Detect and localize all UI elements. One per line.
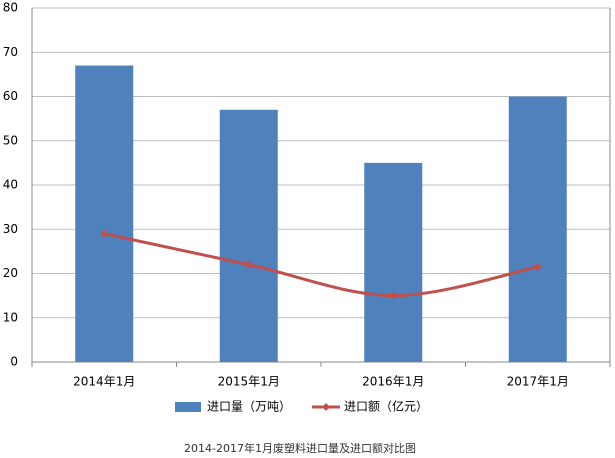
y-tick-label: 10 <box>3 310 18 324</box>
y-tick-label: 20 <box>3 266 18 280</box>
chart-title: 2014-2017年1月废塑料进口量及进口额对比图 <box>184 441 416 455</box>
legend-swatch <box>175 402 201 412</box>
y-tick-label: 70 <box>3 45 18 59</box>
bar <box>219 109 278 363</box>
line-marker <box>100 229 109 238</box>
legend-label: 进口量（万吨） <box>207 400 291 414</box>
line-marker <box>244 260 253 269</box>
y-tick-label: 50 <box>3 133 18 147</box>
bar <box>75 65 134 363</box>
y-tick-label: 80 <box>3 1 18 15</box>
y-tick-label: 40 <box>3 178 18 192</box>
legend-label: 进口额（亿元） <box>344 399 428 414</box>
x-tick-label: 2017年1月 <box>507 375 569 389</box>
y-tick-label: 0 <box>10 355 18 369</box>
bar <box>508 96 567 362</box>
line-marker <box>389 291 398 300</box>
x-tick-label: 2016年1月 <box>362 375 424 389</box>
x-tick-label: 2015年1月 <box>218 375 280 389</box>
y-tick-label: 60 <box>3 89 18 103</box>
line <box>103 232 539 298</box>
legend-marker <box>322 403 330 411</box>
bar <box>364 162 423 362</box>
y-tick-label: 30 <box>3 222 18 236</box>
x-tick-label: 2014年1月 <box>73 375 135 389</box>
line-marker <box>533 262 542 271</box>
